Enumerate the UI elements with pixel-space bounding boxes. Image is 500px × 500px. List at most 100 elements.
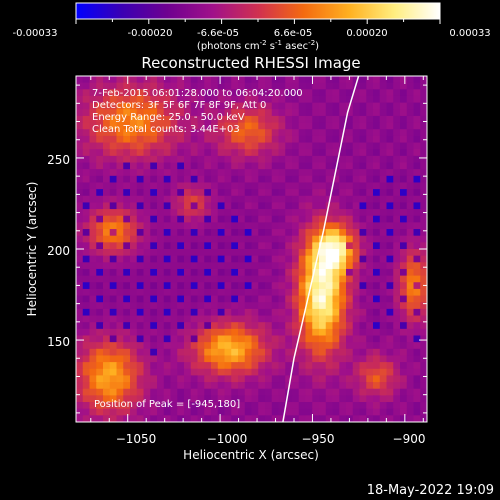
heatmap-cell [265, 95, 273, 104]
heatmap-cell [96, 275, 104, 283]
heatmap-cell [420, 368, 427, 377]
heatmap-cell [366, 162, 374, 170]
heatmap-cell [359, 129, 367, 137]
heatmap-cell [352, 302, 361, 310]
heatmap-cell [130, 109, 138, 117]
heatmap-cell [352, 262, 361, 270]
heatmap-cell [379, 249, 388, 257]
heatmap-cell [204, 195, 212, 204]
heatmap-cell [305, 122, 313, 130]
heatmap-cell [386, 315, 394, 323]
heatmap-cell [359, 268, 367, 277]
heatmap-cell [116, 95, 124, 104]
heatmap-cell [298, 335, 307, 343]
heatmap-cell [177, 282, 185, 290]
heatmap-cell [123, 222, 131, 230]
heatmap-cell [217, 155, 226, 164]
heatmap-cell [400, 268, 408, 277]
heatmap-cell [271, 242, 280, 250]
heatmap-cell [109, 368, 118, 377]
heatmap-cell [332, 302, 340, 310]
heatmap-cell [184, 255, 192, 263]
heatmap-cell [96, 229, 104, 237]
heatmap-cell [197, 109, 205, 117]
heatmap-cell [251, 95, 259, 104]
heatmap-cell [109, 189, 118, 197]
heatmap-cell [116, 129, 124, 137]
heatmap-cell [116, 222, 124, 230]
heatmap-cell [366, 275, 374, 283]
heatmap-cell [346, 182, 354, 190]
heatmap-cell [271, 122, 280, 130]
heatmap-cell [258, 335, 266, 343]
heatmap-cell [413, 76, 421, 84]
heatmap-cell [76, 109, 84, 117]
heatmap-cell [244, 288, 253, 297]
heatmap-cell [103, 122, 111, 130]
heatmap-cell [325, 82, 334, 90]
axes-ticks [76, 76, 427, 422]
heatmap-cell [163, 195, 172, 204]
heatmap-cell [184, 109, 192, 117]
heatmap-cell [346, 162, 354, 170]
heatmap-cell [373, 76, 381, 84]
heatmap-cell [150, 395, 158, 403]
heatmap-cell [224, 222, 232, 230]
heatmap-cell [366, 262, 374, 270]
heatmap-cell [305, 162, 313, 170]
heatmap-cell [251, 295, 259, 303]
heatmap-cell [238, 209, 246, 217]
heatmap-cell [373, 268, 381, 277]
heatmap-cell [406, 249, 415, 257]
heatmap-cell [76, 268, 84, 277]
heatmap-cell [366, 388, 374, 396]
heatmap-cell [96, 162, 104, 170]
heatmap-cell [332, 275, 340, 283]
heatmap-cell [373, 182, 381, 190]
heatmap-cell [82, 102, 91, 110]
heatmap-cell [413, 129, 421, 137]
heatmap-cell [406, 189, 415, 197]
heatmap-cell [352, 242, 361, 250]
heatmap-cell [386, 282, 394, 290]
heatmap-cell [251, 76, 259, 84]
heatmap-cell [278, 375, 286, 383]
heatmap-cell [251, 262, 259, 270]
heatmap-cell [352, 415, 361, 422]
heatmap-cell [123, 335, 131, 343]
heatmap-cell [406, 308, 415, 317]
heatmap-cell [143, 175, 151, 184]
heatmap-cell [379, 255, 388, 263]
heatmap-cell [346, 348, 354, 357]
heatmap-cell [332, 195, 340, 204]
heatmap-cell [265, 275, 273, 283]
heatmap-cell [89, 175, 97, 184]
heatmap-cell [265, 129, 273, 137]
heatmap-cell [373, 95, 381, 104]
heatmap-cell [332, 155, 340, 164]
heatmap-cell [305, 375, 313, 383]
heatmap-cell [319, 268, 327, 277]
heatmap-cell [238, 189, 246, 197]
heatmap-cell [224, 282, 232, 290]
heatmap-cell [298, 275, 307, 283]
heatmap-cell [170, 249, 178, 257]
heatmap-cell [217, 249, 226, 257]
heatmap-cell [177, 155, 185, 164]
heatmap-cell [346, 315, 354, 323]
heatmap-cell [359, 308, 367, 317]
heatmap-cell [163, 222, 172, 230]
heatmap-cell [339, 149, 347, 157]
heatmap-cell [305, 209, 313, 217]
heatmap-cell [319, 175, 327, 184]
heatmap-cell [359, 315, 367, 323]
heatmap-cell [393, 209, 401, 217]
heatmap-cell [352, 76, 361, 84]
heatmap-cell [103, 382, 111, 390]
heatmap-cell [251, 282, 259, 290]
heatmap-cell [231, 388, 239, 396]
heatmap-cell [325, 388, 334, 396]
heatmap-cell [271, 162, 280, 170]
heatmap-cell [319, 102, 327, 110]
heatmap-cell [325, 95, 334, 104]
